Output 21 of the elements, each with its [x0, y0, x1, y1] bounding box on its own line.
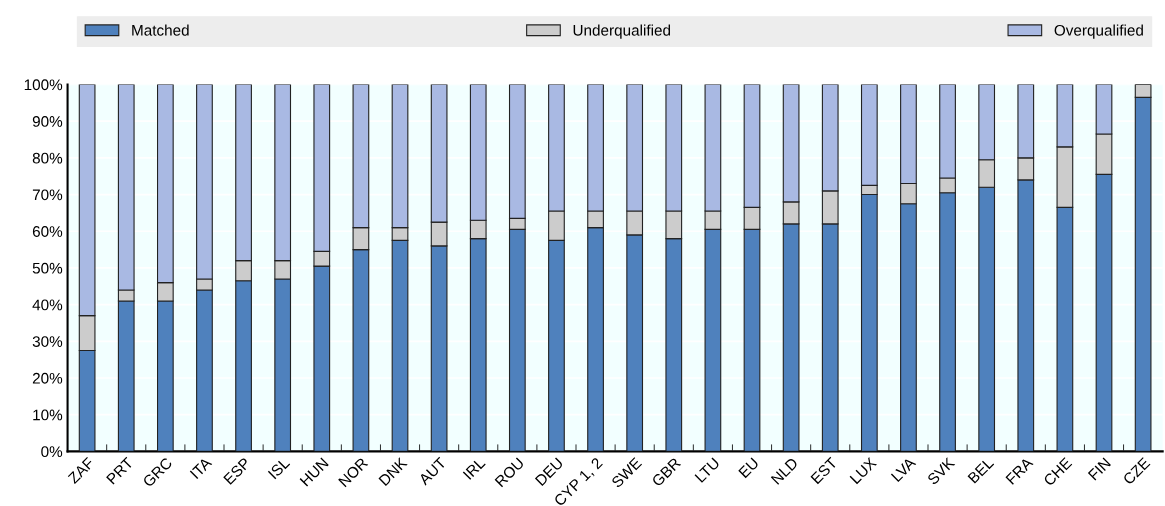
y-tick-label: 30% [32, 336, 63, 347]
x-tick-label: BEL [967, 456, 995, 484]
y-tick-label: 100% [24, 79, 63, 91]
x-tick-label: LVA [890, 456, 917, 482]
legend-label: Underqualified [573, 24, 671, 39]
legend-label: Matched [132, 24, 189, 36]
y-tick-label: 60% [32, 226, 63, 237]
y-tick-label: 0% [41, 446, 63, 458]
x-tick-label: EU [738, 457, 760, 479]
x-tick-label: ITA [189, 456, 213, 480]
y-tick-label: 90% [32, 116, 63, 127]
y-tick-label: 20% [32, 372, 63, 384]
x-tick-label: FIN [1087, 457, 1111, 481]
y-tick-label: 40% [32, 299, 63, 311]
legend-label: Overqualified [1054, 24, 1143, 39]
x-tick-label: IRL [462, 456, 486, 480]
y-tick-label: 70% [32, 189, 63, 201]
y-tick-label: 10% [33, 409, 63, 421]
x-tick-label: ISL [267, 456, 291, 480]
y-tick-label: 50% [32, 262, 63, 274]
y-tick-label: 80% [32, 152, 63, 164]
